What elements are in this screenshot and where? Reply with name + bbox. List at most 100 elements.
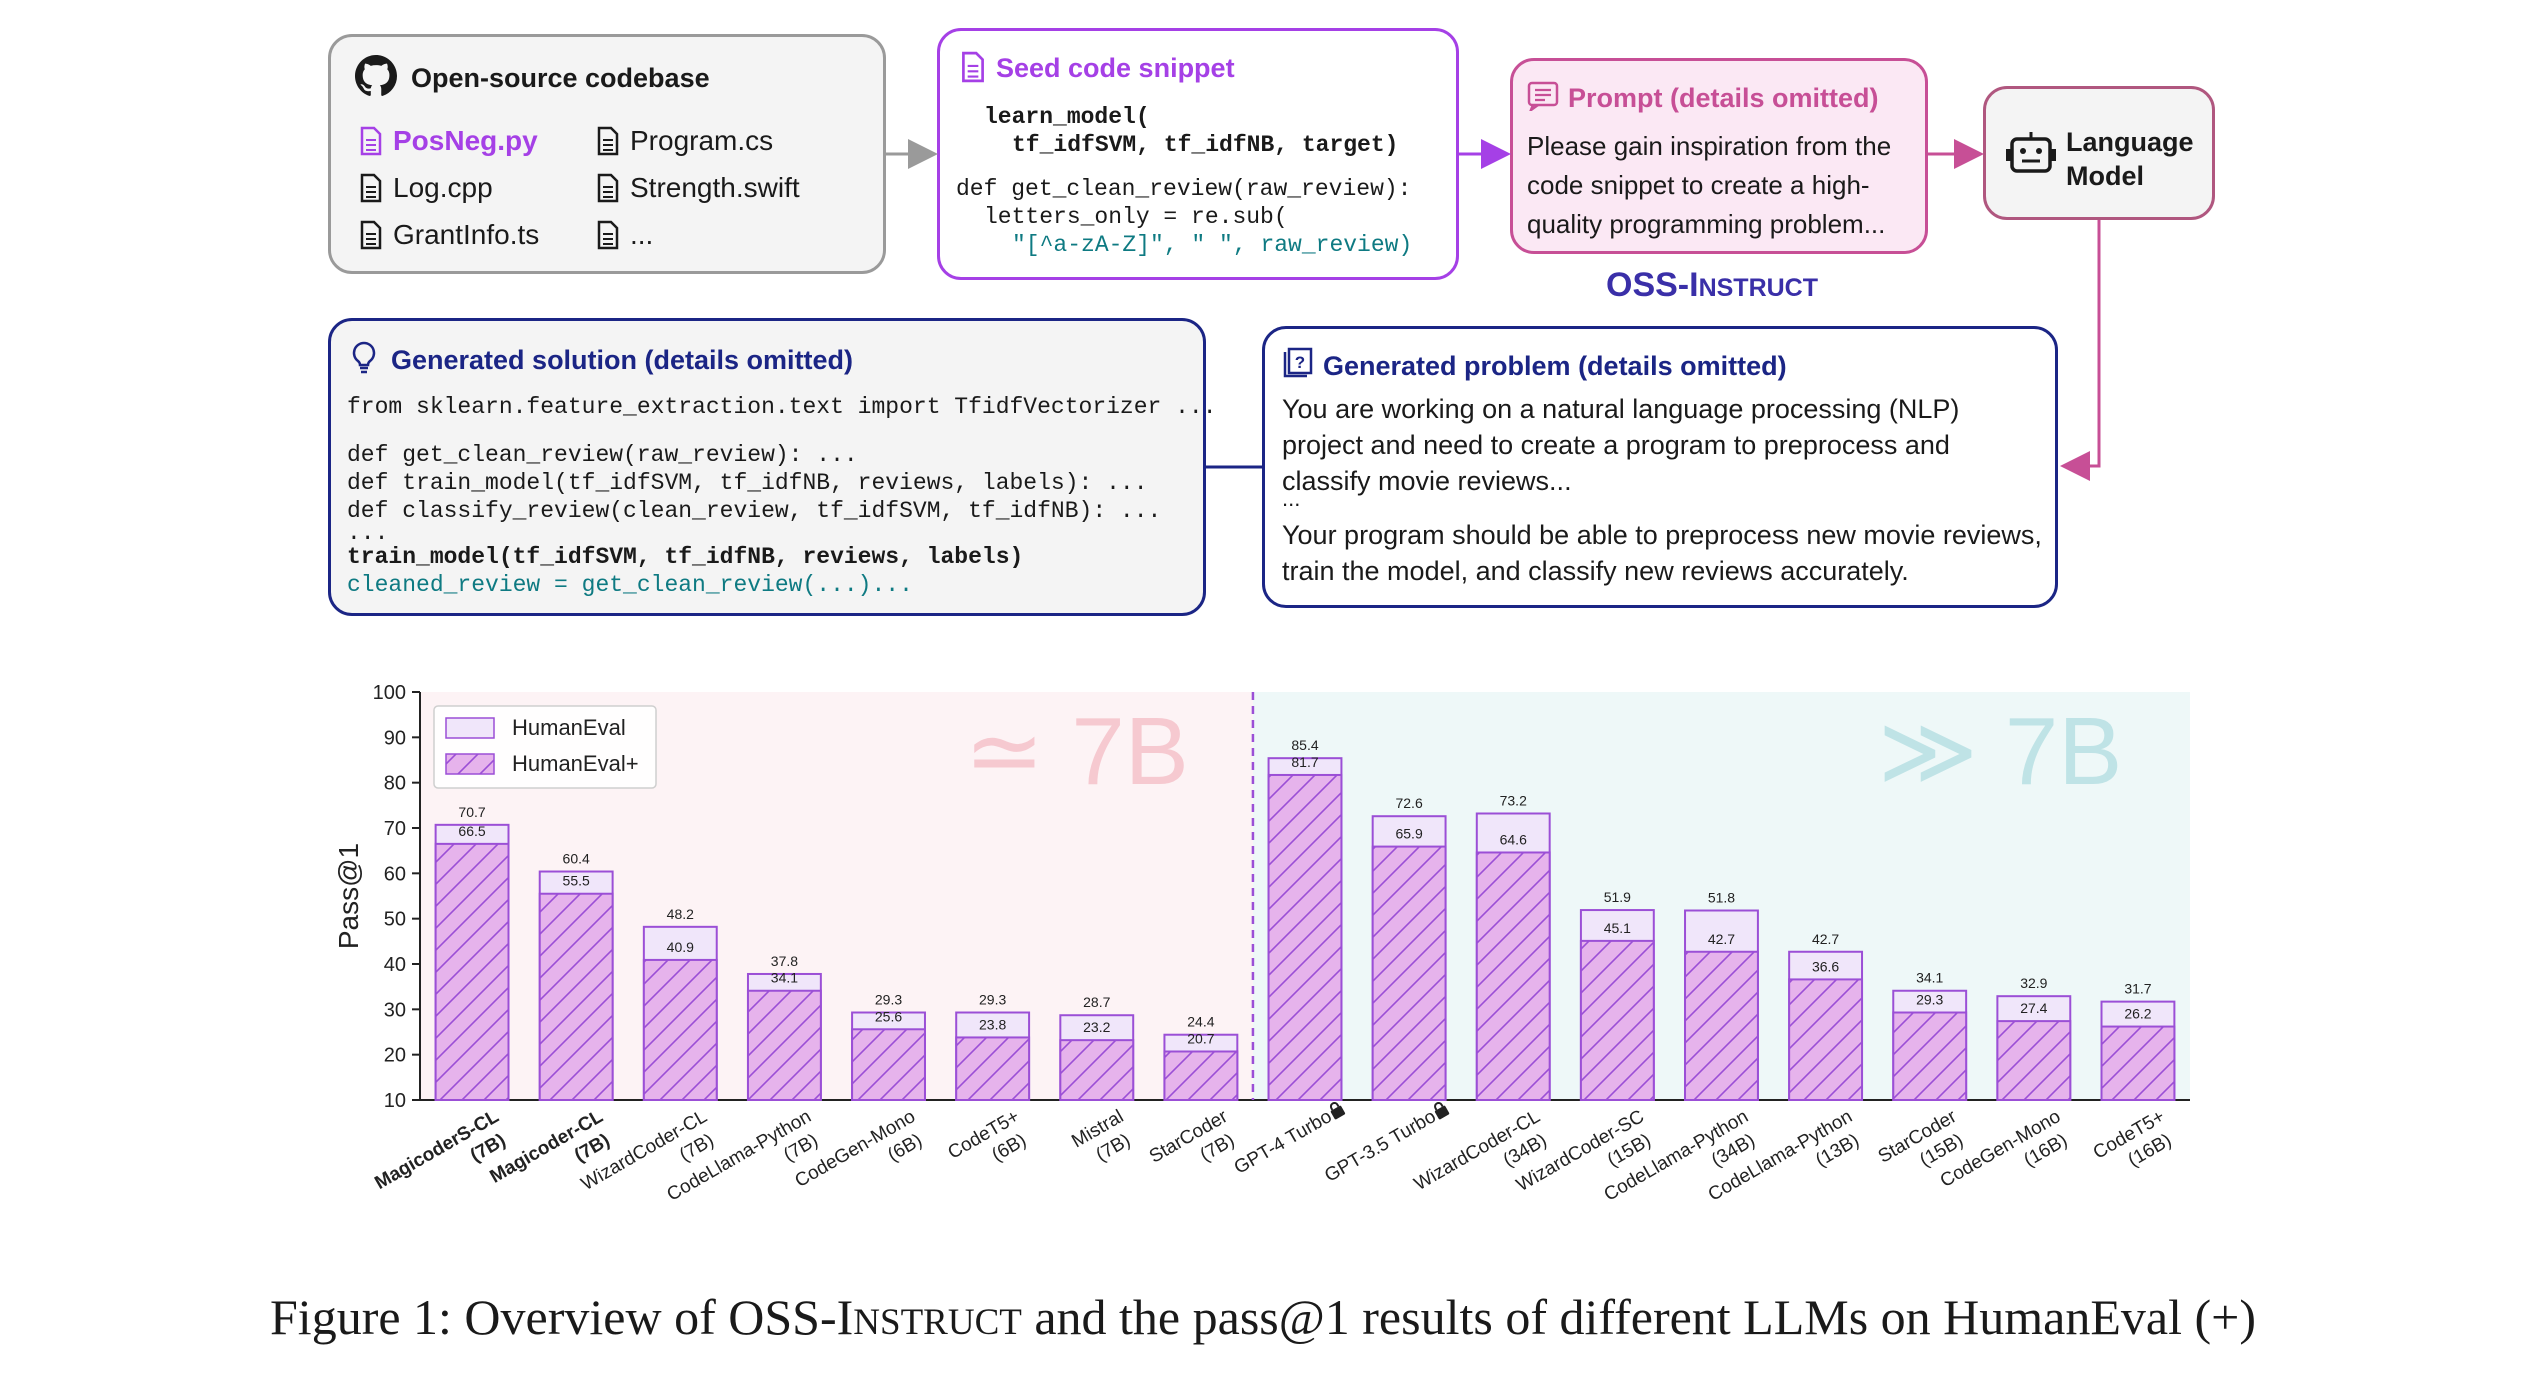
code-line: ... [347,520,389,546]
file-icon [597,173,619,203]
bar-humaneval-plus [1475,851,1551,1101]
y-tick-label: 40 [384,954,406,976]
value-label-humaneval: 32.9 [2020,975,2047,991]
value-label-humaneval: 29.3 [979,992,1006,1008]
caption-prefix: Figure 1: Overview of OSS-I [270,1289,854,1345]
legend-swatch-humaneval [445,717,495,739]
bar-humaneval-plus [1579,939,1655,1101]
value-label-humaneval: 42.7 [1812,931,1839,947]
legend-label-humaneval-plus: HumanEval+ [512,751,639,776]
bar-humaneval-plus [1892,1011,1968,1101]
value-label-humaneval-plus: 23.2 [1083,1019,1110,1035]
prompt-icon [1527,81,1559,111]
y-tick-label: 70 [384,818,406,840]
prompt-title: Prompt (details omitted) [1568,83,1879,113]
code-line: def get_clean_review(raw_review): [956,176,1412,202]
value-label-humaneval: 60.4 [563,851,590,867]
value-label-humaneval-plus: 66.5 [458,823,485,839]
x-tick-label: CodeT5+(6B) [944,1106,1029,1166]
arrow-lm-to-problem [2060,220,2101,481]
legend-label-humaneval: HumanEval [512,715,626,740]
bar-humaneval-plus [1684,950,1759,1102]
file-name: PosNeg.py [393,125,538,156]
y-tick-label: 60 [384,863,406,885]
file-icon [597,220,619,250]
caption-suffix: and the pass@1 results of different LLMs… [1021,1289,2256,1345]
code-line: def get_clean_review(raw_review): ... [347,442,858,468]
bar-humaneval-plus [955,1036,1031,1102]
github-icon [355,55,397,96]
code-line: def classify_review(clean_review, tf_idf… [347,498,1162,524]
bar-humaneval-plus [1163,1050,1239,1102]
pass-at-1-bar-chart: ≃ 7B ≫ 7B 10 20 30 40 50 60 70 80 90 100 Pass@1 70.7 6… [333,682,2190,1206]
solution-box: Generated solution (details omitted) fro… [328,318,1217,616]
value-label-humaneval-plus: 45.1 [1604,920,1631,936]
caption-smallcaps: NSTRUCT [853,1302,1022,1343]
seed-title: Seed code snippet [996,53,1235,83]
figure-caption: Figure 1: Overview of OSS-INSTRUCT and t… [0,1288,2526,1346]
x-tick-label: CodeT5+(16B) [2090,1106,2175,1171]
code-line: from sklearn.feature_extraction.text imp… [347,394,1217,420]
bar-humaneval-plus [1788,978,1864,1101]
code-line: learn_model( [984,104,1150,130]
value-label-humaneval-plus: 36.6 [1812,958,1839,974]
diagram-connectors [886,139,2101,481]
file-item: GrantInfo.ts [359,219,539,251]
solution-title: Generated solution (details omitted) [391,345,854,375]
problem-box: ? Generated problem (details omitted) Yo… [1262,326,2058,608]
region-label-small: ≃ 7B [964,698,1189,805]
code-line: train_model(tf_idfSVM, tf_idfNB, reviews… [347,544,1024,570]
value-label-humaneval: 28.7 [1083,994,1110,1010]
lightbulb-icon [352,341,376,374]
x-tick-label: MagicoderS-CL(7B) [371,1106,509,1194]
code-line: "[^a-zA-Z]", " ", raw_review) [1012,232,1413,258]
value-label-humaneval-plus: 27.4 [2020,1000,2047,1016]
seed-snippet-box: Seed code snippet learn_model( tf_idfSVM… [937,28,1459,280]
value-label-humaneval-plus: 55.5 [563,873,590,889]
bar-humaneval-plus [1267,773,1343,1102]
bar-humaneval-plus [2100,1025,2176,1101]
code-line: tf_idfSVM, tf_idfNB, target) [1012,132,1399,158]
y-tick-label: 90 [384,727,406,749]
y-tick-label: 50 [384,909,406,931]
value-label-humaneval-plus: 64.6 [1500,831,1527,847]
value-label-humaneval-plus: 29.3 [1916,992,1943,1008]
value-label-humaneval-plus: 20.7 [1187,1030,1214,1046]
file-icon [360,173,382,203]
value-label-humaneval-plus: 65.9 [1395,826,1422,842]
x-tick-label: Magicoder-CL(7B) [486,1106,613,1188]
question-book-icon: ? [1283,347,1313,378]
value-label-humaneval: 51.8 [1708,890,1735,906]
value-label-humaneval-plus: 23.8 [979,1016,1006,1032]
y-tick-label: 10 [384,1090,406,1112]
language-model-title: Language Model [2066,127,2194,191]
y-tick-label: 100 [373,682,406,704]
file-name: Program.cs [630,125,774,156]
codebase-box: Open-source codebase PosNeg.py Program.c… [328,34,886,274]
value-label-humaneval: 72.6 [1395,795,1422,811]
y-tick-label: 20 [384,1045,406,1067]
value-label-humaneval-plus: 81.7 [1291,754,1318,770]
lock-icon [1434,1102,1450,1120]
value-label-humaneval: 51.9 [1604,889,1631,905]
value-label-humaneval: 34.1 [1916,970,1943,986]
file-item: Log.cpp [359,172,493,204]
file-icon [962,51,984,83]
bar-humaneval-plus [851,1028,926,1101]
code-line: letters_only = re.sub( [984,204,1288,230]
value-label-humaneval: 37.8 [771,953,798,969]
file-name: GrantInfo.ts [393,219,540,250]
y-tick-label: 30 [384,999,406,1021]
value-label-humaneval: 48.2 [667,906,694,922]
bar-humaneval-plus [1996,1020,2072,1101]
problem-title: Generated problem (details omitted) [1323,351,1787,381]
prompt-box: Prompt (details omitted) Please gain ins… [1510,58,1928,254]
file-name: ... [630,219,654,250]
y-tick-label: 80 [384,773,406,795]
code-line: cleaned_review = get_clean_review(...)..… [347,572,913,598]
region-label-large: ≫ 7B [1878,698,2123,805]
file-item: Strength.swift [596,172,800,204]
bar-humaneval-plus [1371,845,1447,1101]
file-name: Log.cpp [393,172,493,203]
value-label-humaneval-plus: 40.9 [667,939,694,955]
